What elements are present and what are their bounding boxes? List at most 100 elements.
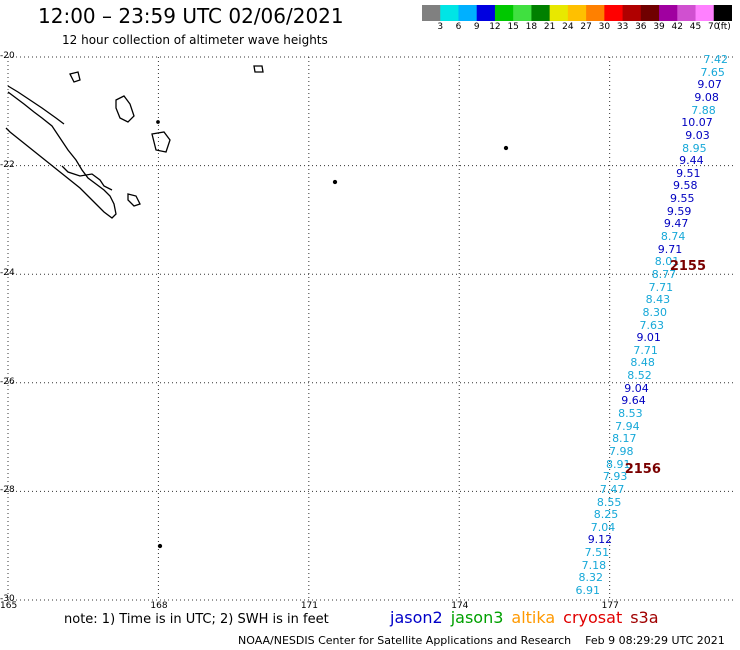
- wave-height-value: 7.42: [703, 53, 729, 66]
- wave-height-value: 7.18: [581, 558, 607, 572]
- islet-north: [253, 65, 264, 73]
- credit-line: NOAA/NESDIS Center for Satellite Applica…: [238, 634, 725, 647]
- legend-unit: (ft): [717, 22, 731, 32]
- wave-height-value: 7.71: [648, 280, 674, 294]
- wave-height-value: 9.47: [663, 217, 689, 231]
- islet-1: [332, 179, 338, 185]
- wave-height-value: 9.55: [669, 192, 695, 206]
- legend-tick-label: 18: [525, 22, 538, 32]
- lat-tick-label: -28: [0, 485, 15, 496]
- wave-height-value: 9.44: [679, 154, 704, 168]
- wave-height-value: 8.95: [682, 141, 707, 155]
- lat-tick-label: -26: [0, 376, 15, 387]
- satellite-name: cryosat: [563, 608, 623, 627]
- legend-tick-label: 21: [543, 22, 556, 32]
- wave-height-value: 9.59: [666, 204, 692, 218]
- lat-tick-label: -22: [0, 159, 15, 170]
- loyalty-island-ouvea: [115, 95, 135, 123]
- wave-height-value: 8.30: [642, 305, 668, 319]
- islet-4: [156, 120, 160, 124]
- legend-swatch: [440, 5, 459, 21]
- new-caledonia-coast: [5, 91, 117, 219]
- legend-tick-label: 24: [562, 22, 574, 32]
- wave-height-value: 7.63: [639, 318, 665, 332]
- legend-tick-label: 42: [671, 22, 684, 32]
- satellite-name: jason3: [450, 608, 504, 627]
- legend-tick-label: 15: [507, 22, 519, 32]
- new-caledonia-coast-inner: [7, 85, 65, 125]
- legend-swatch: [586, 5, 605, 21]
- isle-of-pines: [127, 193, 141, 207]
- wave-height-value: 9.04: [624, 381, 649, 395]
- wave-height-value: 8.77: [651, 267, 677, 281]
- wave-height-value: 9.64: [621, 394, 646, 408]
- legend-tick-label: 70: [708, 22, 720, 32]
- wave-height-value: 8.17: [612, 432, 637, 446]
- legend-swatch: [640, 5, 660, 21]
- wave-height-value: 8.01: [654, 255, 680, 269]
- legend-tick-label: 36: [635, 22, 647, 32]
- wave-height-value: 7.98: [609, 444, 634, 458]
- satellite-name: altika: [511, 608, 556, 627]
- legend-swatch: [458, 5, 478, 21]
- color-legend-labels: 3 6 9 12 15 18 21 24 27 30 33 36 39 42 45 70 (ft): [422, 22, 732, 34]
- legend-tick-label: 27: [580, 22, 592, 32]
- wave-height-value: 9.03: [685, 128, 710, 142]
- legend-swatch: [659, 5, 678, 21]
- wave-height-value: 7.65: [700, 65, 725, 79]
- coastline: [5, 65, 509, 549]
- legend-tick-label: 9: [473, 22, 480, 32]
- lon-tick-label: 174: [451, 601, 469, 611]
- legend-tick-label: 33: [616, 22, 629, 32]
- wave-height-value: 8.55: [596, 495, 622, 509]
- wave-height-value: 6.91: [575, 584, 601, 597]
- note-text: note: 1) Time is in UTC; 2) SWH is in fe…: [64, 612, 329, 627]
- legend-swatch: [513, 5, 532, 21]
- lon-tick-label: 177: [601, 601, 619, 611]
- reef-line: [61, 165, 113, 191]
- wave-height-value: 9.58: [673, 179, 698, 193]
- legend-swatch: [476, 5, 496, 21]
- lon-tick-label: 168: [150, 601, 168, 611]
- legend-swatch: [531, 5, 551, 21]
- loyalty-island-mare: [69, 71, 81, 83]
- wave-height-value: 7.93: [602, 470, 628, 484]
- generated-timestamp: Feb 9 08:29:29 UTC 2021: [585, 634, 725, 647]
- satellite-name: jason2: [390, 608, 443, 627]
- wave-height-value: 8.53: [618, 407, 643, 420]
- legend-swatch: [549, 5, 569, 21]
- lon-tick-label: 165: [0, 601, 18, 611]
- lat-tick-label: -20: [0, 51, 15, 61]
- wave-height-value: 9.07: [697, 78, 722, 92]
- legend-tick-label: 39: [653, 22, 665, 32]
- legend-tick-label: 12: [489, 22, 501, 32]
- islet-3: [157, 543, 163, 549]
- legend-swatch: [422, 5, 441, 21]
- credit-text: NOAA/NESDIS Center for Satellite Applica…: [238, 634, 572, 647]
- wave-height-value: 7.88: [691, 103, 716, 117]
- legend-swatch: [695, 5, 715, 21]
- satellite-name: s3a: [630, 608, 659, 627]
- legend-swatch: [567, 5, 587, 21]
- wave-height-value: 8.32: [578, 571, 604, 585]
- pass-time-label: 2156: [624, 461, 661, 477]
- lon-tick-label: 171: [300, 601, 318, 611]
- legend-tick-label: 3: [437, 22, 444, 32]
- color-legend: [422, 5, 732, 21]
- wave-height-value: 9.71: [657, 242, 683, 256]
- wave-height-value: 7.04: [590, 520, 616, 534]
- wave-height-value: 7.51: [584, 546, 610, 560]
- lat-lon-grid: [7, 56, 735, 601]
- legend-swatch: [713, 5, 732, 21]
- legend-tick-label: 30: [598, 22, 611, 32]
- wave-height-value: 9.01: [636, 331, 661, 345]
- legend-tick-label: 45: [689, 22, 702, 32]
- wave-height-value: 8.43: [645, 293, 671, 307]
- wave-height-value: 8.74: [660, 230, 686, 243]
- wave-height-value: 9.12: [587, 533, 613, 547]
- wave-height-value: 9.51: [676, 166, 701, 180]
- loyalty-island-lifou: [151, 131, 171, 153]
- wave-height-value: 8.25: [593, 508, 619, 522]
- legend-tick-label: 6: [455, 22, 462, 32]
